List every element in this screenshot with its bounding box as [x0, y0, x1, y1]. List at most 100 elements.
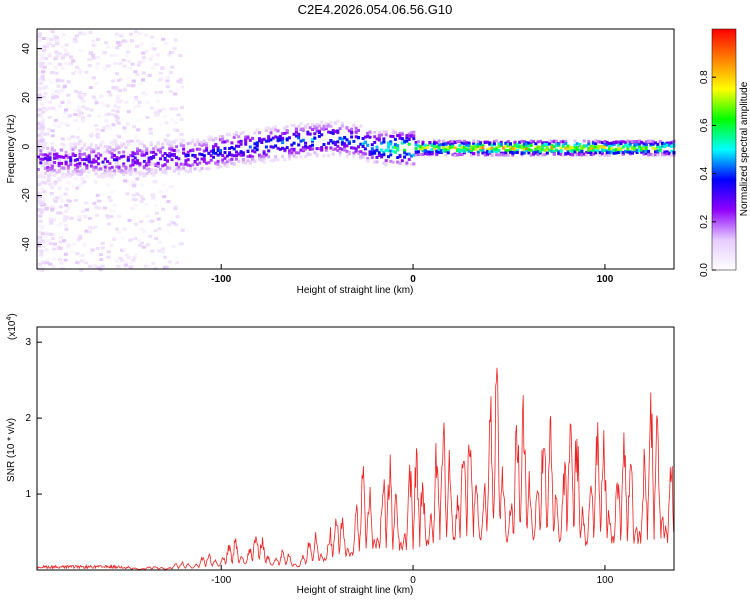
spectrogram-cell	[421, 153, 425, 157]
spectrogram-cell	[642, 144, 646, 148]
spectrogram-cell	[106, 216, 110, 220]
spectrogram-cell	[391, 149, 395, 153]
spectrogram-cell	[458, 153, 462, 157]
spectrogram-cell	[373, 135, 377, 139]
spectrogram-cell	[92, 150, 96, 154]
spectrogram-cell	[96, 156, 100, 160]
spectrogram-cell	[131, 181, 136, 185]
spectrogram-cell	[106, 183, 111, 187]
spectrogram-cell	[262, 160, 266, 164]
spectrogram-cell	[106, 173, 110, 177]
spectrogram-cell	[61, 33, 66, 36]
spectrogram-cell	[571, 153, 575, 157]
spectrogram-cell	[414, 147, 418, 150]
spectrogram-cell	[39, 64, 44, 68]
spectrogram-cell	[246, 155, 250, 159]
spectrogram-cell	[244, 140, 248, 144]
spectrogram-cell	[154, 152, 158, 156]
spectrogram-cell	[320, 146, 324, 149]
spectrogram-cell	[223, 156, 227, 160]
spectrogram-cell	[200, 141, 204, 145]
spectrogram-cell	[66, 93, 71, 97]
spectrogram-cell	[368, 151, 372, 154]
spectrogram-cell	[41, 118, 46, 122]
spectrogram-cell	[248, 145, 252, 149]
spectrogram-cell	[117, 230, 121, 234]
spectrogram-cell	[258, 131, 261, 135]
spectrogram-cell	[127, 182, 132, 186]
spectrogram-cell	[45, 45, 50, 49]
spectrogram-cell	[368, 152, 372, 156]
spectrogram-cell	[131, 151, 135, 155]
spectrogram-cell	[172, 128, 177, 132]
spectrogram-cell	[71, 71, 76, 75]
spectrogram-cell	[649, 142, 653, 146]
spectrogram-cell	[122, 154, 126, 158]
spectrogram-cell	[410, 162, 413, 166]
spectrogram-cell	[458, 150, 462, 153]
spectrogram-cell	[99, 167, 103, 171]
spectrogram-cell	[116, 78, 121, 82]
spectrogram-cell	[619, 149, 623, 153]
spectrogram-cell	[73, 163, 77, 167]
spectrogram-cell	[241, 151, 245, 155]
spectrogram-cell	[93, 167, 98, 171]
spectrogram-cell	[61, 53, 66, 57]
spectrogram-cell	[92, 148, 96, 152]
spectrogram-cell	[182, 139, 186, 143]
spectrogram-cell	[107, 112, 112, 116]
spectrogram-cell	[469, 147, 473, 151]
spectrogram-cell	[198, 141, 202, 144]
spectrogram-cell	[633, 143, 637, 147]
spectrogram-cell	[113, 172, 116, 176]
spectrogram-cell	[398, 133, 402, 137]
spectrogram-cell	[476, 145, 480, 148]
spectrogram-cell	[78, 236, 83, 240]
spectrogram-cell	[47, 150, 52, 154]
spectrogram-cell	[472, 147, 476, 151]
spectrogram-cell	[433, 141, 436, 145]
spectrogram-cell	[91, 56, 96, 60]
spectrogram-cell	[121, 58, 126, 62]
spectrogram-cell	[50, 30, 55, 33]
spectrogram-cell	[148, 127, 153, 131]
spectrogram-cell	[329, 146, 333, 150]
spectrogram-cell	[78, 68, 83, 72]
spectrogram-cell	[38, 262, 43, 266]
spectrogram-cell	[214, 143, 218, 146]
spectrogram-cell	[80, 170, 84, 174]
spectrogram-cell	[94, 66, 99, 70]
spectrogram-cell	[110, 175, 115, 179]
spectrogram-cell	[306, 122, 310, 126]
spectrogram-cell	[63, 61, 68, 65]
spectrogram-cell	[131, 258, 136, 262]
spectrogram-cell	[138, 171, 142, 175]
spectrogram-cell	[131, 34, 136, 38]
spectrogram-cell	[467, 149, 471, 153]
spectrogram-cell	[145, 151, 149, 155]
spectrogram-cell	[52, 251, 57, 255]
spectrogram-cell	[214, 137, 218, 141]
spectrogram-cell	[311, 138, 314, 142]
spectrogram-cell	[598, 153, 602, 157]
spectrogram-cell	[225, 139, 229, 143]
spectrogram-cell	[596, 145, 600, 149]
spectrogram-cell	[150, 162, 155, 166]
spectrogram-cell	[142, 144, 146, 148]
spectrogram-cell	[55, 156, 59, 160]
spectrogram-cell	[126, 142, 130, 146]
spectrogram-cell	[113, 104, 118, 108]
spectrogram-cell	[315, 153, 319, 156]
spectrogram-cell	[50, 129, 55, 133]
spectrogram-cell	[442, 146, 446, 150]
spectrogram-cell	[338, 147, 342, 150]
spectrogram-cell	[110, 152, 114, 156]
spectrogram-cell	[393, 150, 397, 154]
spectrogram-cell	[327, 141, 331, 145]
spectrogram-cell	[94, 144, 98, 148]
spectrogram-cell	[416, 150, 420, 154]
spectrogram-cell	[536, 150, 540, 154]
spectrogram-cell	[145, 243, 150, 247]
spectrogram-x-tick-label: 100	[597, 274, 614, 285]
spectrogram-cell	[216, 166, 220, 170]
